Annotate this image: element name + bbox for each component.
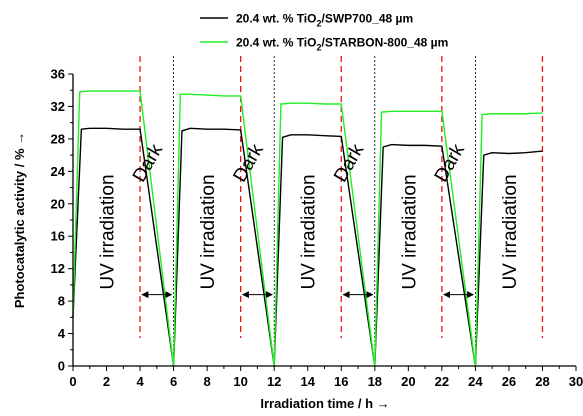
uv-irradiation-label: UV irradiation [500,174,521,289]
x-tick-label: 30 [569,374,583,389]
x-tick-label: 12 [267,374,281,389]
y-tick-label: 20 [51,196,65,211]
x-tick-label: 28 [535,374,549,389]
x-tick-label: 18 [368,374,382,389]
y-tick-label: 8 [58,294,65,309]
uv-irradiation-label: UV irradiation [299,174,320,289]
x-tick-label: 6 [170,374,177,389]
legend-label-1: 20.4 wt. % TiO2/SWP700_48 µm [236,12,413,29]
y-tick-label: 24 [51,164,66,179]
y-tick-label: 16 [51,229,65,244]
x-tick-label: 20 [401,374,415,389]
x-axis-title: Irradiation time / h → [260,396,389,411]
y-tick-label: 28 [51,131,65,146]
guide-lines [139,56,544,366]
dark-label: Dark [431,140,469,186]
y-tick-label: 36 [51,67,65,82]
y-axis-title: Photocatalytic activity / % → [12,132,27,308]
uv-irradiation-label: UV irradiation [98,174,119,289]
uv-irradiation-label: UV irradiation [198,174,219,289]
x-tick-label: 2 [103,374,110,389]
y-tick-label: 12 [51,261,65,276]
x-tick-label: 0 [69,374,76,389]
annotations: UV irradiation UV irradiation UV irradiati… [98,140,521,299]
y-tick-label: 0 [58,359,65,374]
uv-irradiation-label: UV irradiation [399,174,420,289]
series-line-2 [72,90,543,367]
x-tick-label: 4 [136,374,144,389]
x-tick-label: 24 [468,374,483,389]
y-tick-label: 4 [58,326,66,341]
x-tick-label: 26 [502,374,516,389]
x-tick-label: 10 [233,374,247,389]
dark-label: Dark [230,140,268,186]
series-lines [72,90,543,367]
axes: 0 2 4 6 8 10 12 14 16 18 20 22 24 26 28 300481216202428… [51,67,583,390]
x-tick-label: 16 [334,374,348,389]
x-tick-label: 8 [204,374,211,389]
x-tick-label: 22 [435,374,449,389]
legend-label-2: 20.4 wt. % TiO2/STARBON-800_48 µm [236,36,448,53]
dark-label: Dark [129,140,167,186]
dark-label: Dark [330,140,368,186]
x-tick-label: 14 [300,374,315,389]
y-tick-label: 32 [51,99,65,114]
legend: 20.4 wt. % TiO2/SWP700_48 µm 20.4 wt. % T… [200,12,448,53]
